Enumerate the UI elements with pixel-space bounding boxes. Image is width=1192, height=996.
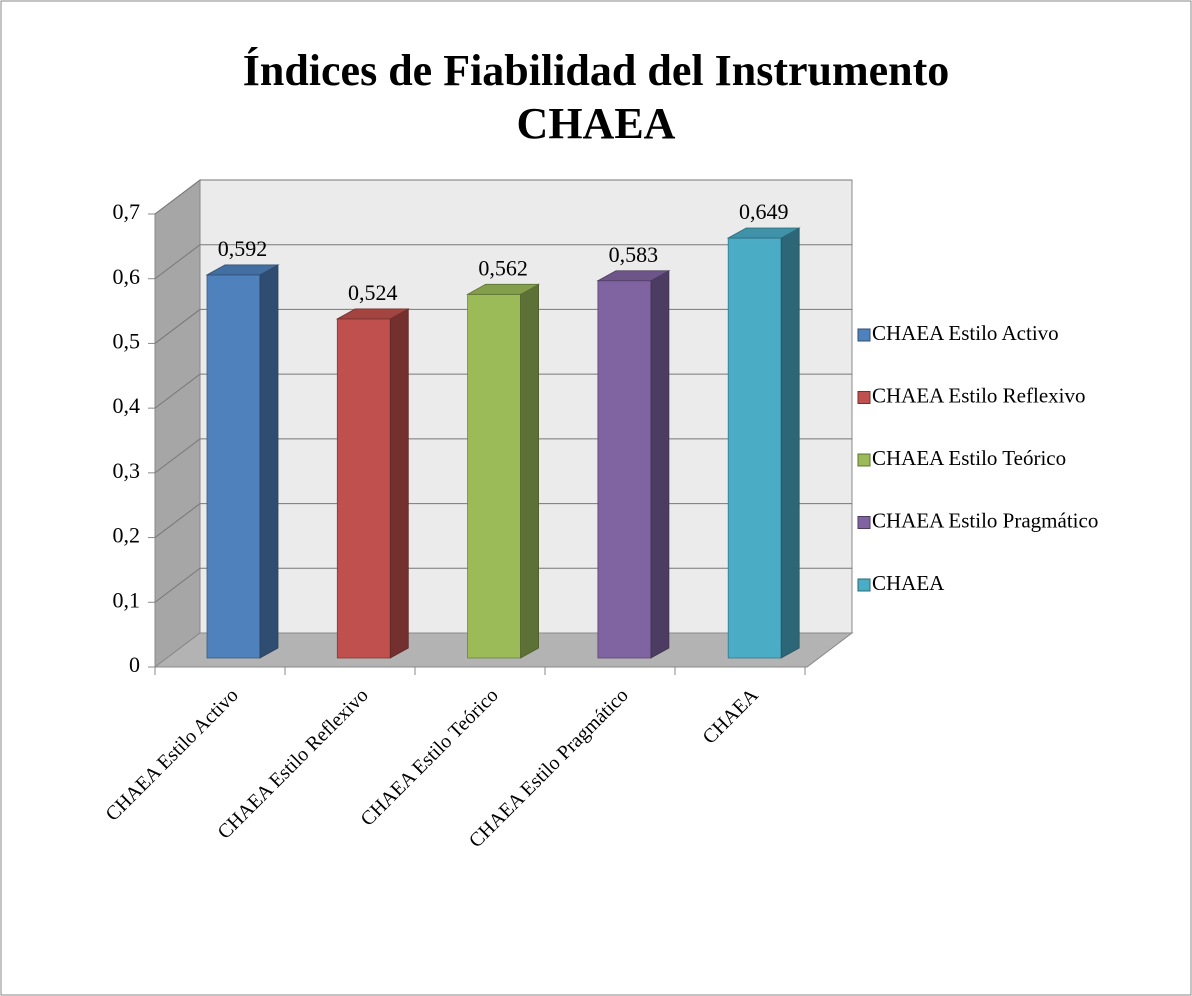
bar	[727, 237, 782, 659]
bar-side	[780, 227, 800, 659]
legend-swatch	[857, 391, 871, 404]
grid-line	[154, 373, 201, 409]
grid-line	[154, 179, 201, 215]
y-tick-label: 0	[129, 652, 140, 677]
bar-side	[389, 308, 409, 659]
legend-label: CHAEA Estilo Activo	[872, 321, 1059, 345]
y-tick-label: 0,7	[113, 199, 141, 224]
y-tick-label: 0,4	[113, 393, 141, 418]
value-label: 0,592	[218, 236, 268, 261]
legend-swatch	[857, 516, 871, 529]
bar	[336, 318, 391, 659]
grid-line	[154, 567, 201, 603]
bar	[467, 293, 522, 659]
y-tick-label: 0,2	[113, 523, 141, 548]
legend-label: CHAEA	[872, 571, 945, 595]
grid-line	[154, 244, 201, 280]
bar	[597, 280, 652, 659]
bar-side	[259, 264, 279, 659]
value-label: 0,583	[609, 242, 659, 267]
legend-label: CHAEA Estilo Teórico	[872, 446, 1066, 470]
bar-top	[466, 283, 541, 295]
bar-side	[520, 283, 539, 659]
value-label: 0,524	[348, 280, 398, 305]
legend-swatch	[857, 578, 871, 592]
bar-side	[650, 270, 670, 659]
y-tick-label: 0,3	[113, 458, 141, 483]
chart-title: CHAEA	[517, 99, 676, 148]
bar-top	[335, 308, 410, 320]
legend-swatch	[857, 453, 871, 467]
y-tick-label: 0,5	[113, 328, 141, 353]
grid-line	[154, 438, 201, 474]
legend-swatch	[857, 328, 871, 342]
y-tick-label: 0,6	[113, 264, 141, 289]
bar-top	[726, 227, 801, 239]
y-tick-label: 0,1	[113, 587, 141, 612]
bar-top	[596, 270, 671, 282]
grid-line	[154, 503, 201, 538]
legend-label: CHAEA Estilo Reflexivo	[872, 383, 1086, 407]
bar-top	[205, 264, 280, 276]
value-label: 0,649	[739, 199, 789, 224]
value-label: 0,562	[478, 255, 528, 280]
side-wall	[154, 178, 201, 669]
grid-line	[154, 309, 201, 344]
bar	[206, 274, 261, 659]
chart-title: Índices de Fiabilidad del Instrumento	[243, 46, 950, 95]
legend-label: CHAEA Estilo Pragmático	[872, 508, 1098, 532]
